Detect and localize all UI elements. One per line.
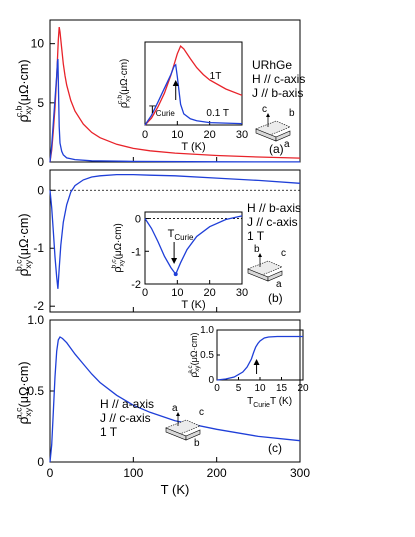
- panel-b-frame: [49, 169, 301, 313]
- panel-a-inset-xlabel: T (K): [181, 141, 205, 153]
- panel-c-inset-xtick-label: 20: [297, 383, 309, 394]
- panel-c-inset-ytick-label: 0.5: [200, 350, 214, 361]
- panel-b-inset-ylabel: ρxyb,c(μΩ·cm): [111, 223, 126, 272]
- panel-b-annotation-strength: 1 T: [247, 229, 265, 243]
- panel-c-inset-ylabel: ρxya,c(μΩ·cm): [187, 332, 201, 377]
- panel-b-inset-xtick-label: 30: [236, 287, 248, 299]
- panel-b-ylabel: ρxyb,c(μΩ·cm): [13, 213, 33, 276]
- axis-label-front: b: [194, 438, 200, 449]
- panel-c-series: [49, 336, 301, 463]
- panel-b-annotation-current: J // c-axis: [247, 215, 298, 229]
- panel-b-inset-ytick-label: -2: [131, 279, 141, 291]
- panel-c-inset-xtick-label: 10: [254, 383, 266, 394]
- panel-c-xtick-label: 100: [123, 466, 143, 480]
- panel-a-inset-tcurie-label: TCurie: [149, 104, 175, 118]
- panel-c-xlabel: T (K): [161, 482, 190, 497]
- panel-c-inset-ytick-label: 0: [208, 375, 214, 386]
- panel-c-xtick-label: 200: [207, 466, 227, 480]
- panel-b-inset-frame: [144, 211, 243, 285]
- panel-a-annotation-current: J // b-axis: [252, 86, 303, 100]
- panel-c-ytick-label: 0.5: [27, 384, 44, 398]
- panel-a-inset-tcurie-arrowhead: [172, 80, 179, 86]
- panel-c-xtick-label: 300: [290, 466, 310, 480]
- panel-c-ytick-label: 0: [37, 455, 44, 469]
- panel-a-ytick-label: 0: [37, 155, 44, 169]
- panel-c-inset-series: [216, 335, 303, 381]
- panel-b-inset-xtick-label: 10: [171, 287, 183, 299]
- panel-b-inset-xlabel: T (K): [181, 299, 205, 311]
- panel-c-inset-xtick-label: 0: [214, 383, 220, 394]
- panel-a-inset-xtick-label: 10: [171, 129, 183, 141]
- panel-b-ytick-label: -2: [33, 299, 44, 313]
- panel-b-inset-tcurie-arrowhead: [171, 258, 178, 264]
- panel-a-label: (a): [269, 142, 284, 156]
- panel-c-axis-diagram: a c b: [165, 403, 204, 449]
- panel-c-inset-tcurie-label: TCurie: [247, 396, 270, 409]
- panel-c-label: (c): [268, 441, 282, 455]
- panel-a-inset-xtick-label: 20: [204, 129, 216, 141]
- svg-text:ρxyb,c(μΩ·cm): ρxyb,c(μΩ·cm): [111, 223, 126, 272]
- panel-a-inset-series-1T: [144, 45, 243, 126]
- panel-a-inset-series-0.1T: [144, 63, 243, 126]
- panel-c-annotation-strength: 1 T: [100, 425, 118, 439]
- panel-b-ytick-label: 0: [37, 183, 44, 197]
- axis-label-up: b: [254, 244, 260, 255]
- panel-a-annotation-field: H // c-axis: [252, 72, 305, 86]
- panel-c-inset-tcurie-arrowhead: [253, 359, 260, 365]
- axis-label-right: c: [199, 407, 204, 418]
- panel-b-inset-xtick-label: 0: [142, 287, 148, 299]
- panel-c-inset-xtick-label: 5: [236, 383, 242, 394]
- axis-label-right: b: [289, 108, 295, 119]
- axis-label-up: c: [262, 104, 267, 115]
- panel-b-axis-diagram: b c a: [247, 244, 286, 290]
- svg-text:ρxyc,b(μΩ·cm): ρxyc,b(μΩ·cm): [117, 59, 132, 108]
- panel-c-annotation-current: J // c-axis: [100, 411, 151, 425]
- svg-text:ρxya,c(μΩ·cm): ρxya,c(μΩ·cm): [13, 361, 33, 424]
- panel-a-inset-xtick-label: 0: [142, 129, 148, 141]
- panel-a-ytick-label: 5: [37, 96, 44, 110]
- panel-c-ytick-label: 1.0: [27, 313, 44, 327]
- panel-b-inset-ytick-label: 0: [135, 214, 141, 226]
- panel-a-inset-ylabel: ρxyc,b(μΩ·cm): [117, 59, 132, 108]
- panel-c-xtick-label: 0: [47, 466, 54, 480]
- axis-label-up: a: [172, 403, 178, 414]
- panel-b-inset-series: [144, 215, 243, 276]
- panel-a-axis-diagram: c b a: [255, 104, 295, 150]
- svg-text:ρxyb,c(μΩ·cm): ρxyb,c(μΩ·cm): [13, 213, 33, 276]
- panel-a-ylabel: ρxyc,b(μΩ·cm): [13, 59, 33, 122]
- panel-a-inset-frame: [144, 41, 243, 126]
- panel-c-inset-frame: [216, 329, 304, 381]
- panel-c-inset-xlabel: T (K): [270, 396, 292, 407]
- panel-b-series: [49, 173, 301, 289]
- panel-c-inset-xtick-label: 15: [276, 383, 288, 394]
- axis-label-front: a: [284, 139, 290, 150]
- panel-a-ytick-label: 10: [31, 37, 45, 51]
- panel-b-label: (b): [268, 291, 283, 305]
- panel-c-annotation-field: H // a-axis: [100, 397, 154, 411]
- panel-a-inset-label-1T: 1T: [210, 71, 222, 82]
- panel-c-ylabel: ρxya,c(μΩ·cm): [13, 361, 33, 424]
- panel-a-series-0.1T: [49, 58, 301, 163]
- panel-a-inset-label-0.1T: 0.1 T: [206, 108, 229, 119]
- panel-b-inset-minimum-dot: [173, 272, 178, 277]
- panel-b-inset-ytick-label: -1: [131, 246, 141, 258]
- svg-text:ρxya,c(μΩ·cm): ρxya,c(μΩ·cm): [187, 332, 201, 377]
- panel-a-inset-xtick-label: 30: [236, 129, 248, 141]
- axis-label-right: c: [281, 248, 286, 259]
- panel-b-inset-xtick-label: 20: [204, 287, 216, 299]
- axis-label-front: a: [276, 279, 282, 290]
- panel-c-inset-ytick-label: 1.0: [200, 325, 214, 336]
- panel-b-annotation-field: H // b-axis: [247, 201, 301, 215]
- panel-b-inset-tcurie-label: TCurie: [168, 228, 194, 242]
- svg-text:ρxyc,b(μΩ·cm): ρxyc,b(μΩ·cm): [13, 59, 33, 122]
- panel-b-ytick-label: -1: [33, 241, 44, 255]
- panel-a-annotation-material: URhGe: [252, 58, 292, 72]
